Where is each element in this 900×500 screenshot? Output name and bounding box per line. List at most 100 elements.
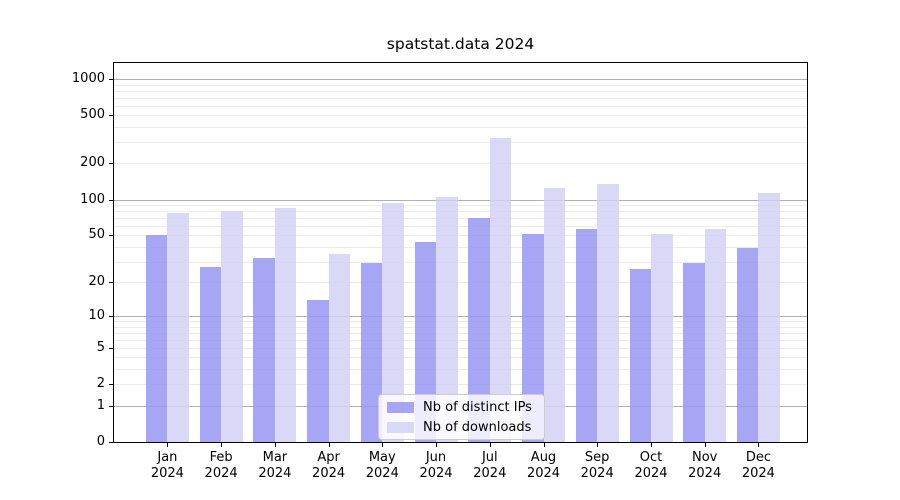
x-tick-label-jul-2024: Jul 2024 bbox=[473, 450, 507, 481]
bar-nb-of-downloads-apr-2024 bbox=[328, 253, 351, 442]
x-tick-label-dec-2024: Dec 2024 bbox=[741, 450, 775, 481]
bar-nb-of-distinct-ips-nov-2024 bbox=[683, 263, 705, 442]
bar-nb-of-downloads-oct-2024 bbox=[651, 234, 673, 442]
bar-nb-of-downloads-mar-2024 bbox=[274, 208, 297, 442]
y-tick-label-100: 100 bbox=[80, 191, 105, 207]
x-tick-mark-nov-2024 bbox=[704, 443, 706, 447]
bar-nb-of-distinct-ips-feb-2024 bbox=[199, 266, 222, 442]
gridline-minor-900 bbox=[114, 84, 807, 86]
bar-nb-of-downloads-jul-2024 bbox=[489, 138, 512, 442]
y-tick-mark-100 bbox=[109, 199, 113, 201]
gridline-minor-800 bbox=[114, 90, 807, 92]
y-tick-label-50: 50 bbox=[88, 227, 105, 243]
x-tick-label-oct-2024: Oct 2024 bbox=[634, 450, 668, 481]
gridline-minor-70 bbox=[114, 218, 807, 219]
x-tick-mark-dec-2024 bbox=[758, 443, 760, 447]
x-tick-label-apr-2024: Apr 2024 bbox=[312, 450, 346, 481]
legend: Nb of distinct IPs Nb of downloads bbox=[378, 394, 545, 440]
y-tick-label-2: 2 bbox=[96, 376, 105, 392]
legend-label-distinct-ips: Nb of distinct IPs bbox=[423, 399, 532, 415]
legend-swatch-distinct-ips bbox=[387, 401, 414, 413]
bar-nb-of-distinct-ips-jun-2024 bbox=[414, 242, 436, 442]
gridline-minor-200 bbox=[114, 163, 807, 165]
gridline-major-10 bbox=[114, 316, 807, 317]
bar-nb-of-distinct-ips-jul-2024 bbox=[468, 218, 490, 442]
gridline-major-1000 bbox=[114, 79, 807, 80]
y-tick-mark-1000 bbox=[109, 79, 113, 80]
y-tick-label-5: 5 bbox=[96, 339, 105, 355]
bar-nb-of-distinct-ips-aug-2024 bbox=[522, 234, 544, 442]
y-tick-mark-500 bbox=[109, 115, 113, 117]
gridline-minor-7 bbox=[114, 332, 807, 334]
x-tick-mark-jan-2024 bbox=[167, 443, 169, 447]
gridline-minor-500 bbox=[114, 115, 807, 117]
x-tick-mark-mar-2024 bbox=[274, 443, 276, 447]
bar-nb-of-downloads-sep-2024 bbox=[597, 184, 619, 442]
x-tick-label-mar-2024: Mar 2024 bbox=[258, 450, 292, 481]
gridline-minor-80 bbox=[114, 211, 807, 213]
gridline-minor-20 bbox=[114, 282, 807, 283]
gridline-minor-400 bbox=[114, 127, 807, 129]
x-tick-label-aug-2024: Aug 2024 bbox=[526, 450, 561, 481]
gridline-minor-30 bbox=[114, 261, 807, 263]
gridline-minor-2 bbox=[114, 384, 807, 386]
gridline-minor-50 bbox=[114, 235, 807, 237]
x-tick-mark-aug-2024 bbox=[543, 443, 545, 447]
y-tick-mark-0 bbox=[109, 442, 113, 443]
y-tick-label-20: 20 bbox=[88, 274, 105, 289]
y-tick-label-200: 200 bbox=[80, 155, 105, 171]
x-tick-label-feb-2024: Feb 2024 bbox=[204, 450, 238, 481]
bar-nb-of-downloads-jan-2024 bbox=[167, 213, 189, 442]
x-tick-label-sep-2024: Sep 2024 bbox=[580, 450, 614, 481]
bar-nb-of-downloads-nov-2024 bbox=[704, 228, 727, 442]
gridline-minor-6 bbox=[114, 339, 807, 341]
gridline-minor-40 bbox=[114, 246, 807, 248]
bar-nb-of-distinct-ips-sep-2024 bbox=[575, 228, 598, 442]
legend-item-downloads: Nb of downloads bbox=[387, 418, 536, 436]
chart-title: spatstat.data 2024 bbox=[386, 35, 535, 53]
y-tick-label-500: 500 bbox=[80, 107, 105, 123]
y-tick-label-1: 1 bbox=[96, 397, 105, 413]
y-tick-mark-20 bbox=[109, 282, 113, 283]
x-tick-mark-jul-2024 bbox=[489, 443, 491, 447]
gridline-minor-90 bbox=[114, 205, 807, 206]
bar-nb-of-distinct-ips-mar-2024 bbox=[253, 258, 275, 442]
x-tick-label-may-2024: May 2024 bbox=[365, 450, 399, 481]
bar-nb-of-downloads-jun-2024 bbox=[436, 197, 458, 442]
y-tick-label-0: 0 bbox=[96, 434, 105, 449]
legend-item-distinct-ips: Nb of distinct IPs bbox=[387, 398, 536, 416]
gridline-minor-300 bbox=[114, 142, 807, 144]
gridline-minor-60 bbox=[114, 226, 807, 227]
y-tick-label-10: 10 bbox=[88, 308, 105, 323]
x-tick-label-jan-2024: Jan 2024 bbox=[150, 450, 184, 481]
gridline-minor-3 bbox=[114, 369, 807, 371]
gridline-major-100 bbox=[114, 199, 807, 201]
x-tick-mark-jun-2024 bbox=[436, 443, 437, 447]
bar-nb-of-downloads-feb-2024 bbox=[221, 211, 243, 442]
x-tick-mark-oct-2024 bbox=[651, 443, 652, 447]
bar-nb-of-downloads-aug-2024 bbox=[543, 187, 565, 442]
bar-nb-of-distinct-ips-apr-2024 bbox=[307, 299, 329, 442]
y-tick-mark-1 bbox=[109, 405, 113, 407]
y-tick-mark-2 bbox=[109, 384, 113, 386]
x-tick-label-nov-2024: Nov 2024 bbox=[688, 450, 722, 481]
y-tick-mark-5 bbox=[109, 347, 113, 349]
y-tick-label-1000: 1000 bbox=[71, 71, 105, 86]
y-tick-mark-200 bbox=[109, 163, 113, 165]
legend-swatch-downloads bbox=[387, 421, 414, 433]
x-tick-mark-sep-2024 bbox=[597, 443, 599, 447]
gridline-minor-5 bbox=[114, 347, 807, 349]
x-tick-label-jun-2024: Jun 2024 bbox=[419, 450, 453, 481]
gridline-minor-8 bbox=[114, 326, 807, 328]
y-tick-mark-10 bbox=[109, 316, 113, 317]
bar-nb-of-distinct-ips-dec-2024 bbox=[736, 248, 759, 442]
x-tick-mark-may-2024 bbox=[382, 443, 384, 447]
gridline-minor-9 bbox=[114, 321, 807, 322]
y-tick-mark-50 bbox=[109, 235, 113, 237]
bar-nb-of-distinct-ips-may-2024 bbox=[360, 263, 383, 442]
legend-label-downloads: Nb of downloads bbox=[423, 419, 532, 435]
bar-nb-of-downloads-may-2024 bbox=[382, 202, 404, 442]
bar-nb-of-downloads-dec-2024 bbox=[758, 193, 780, 442]
gridline-minor-600 bbox=[114, 105, 807, 107]
